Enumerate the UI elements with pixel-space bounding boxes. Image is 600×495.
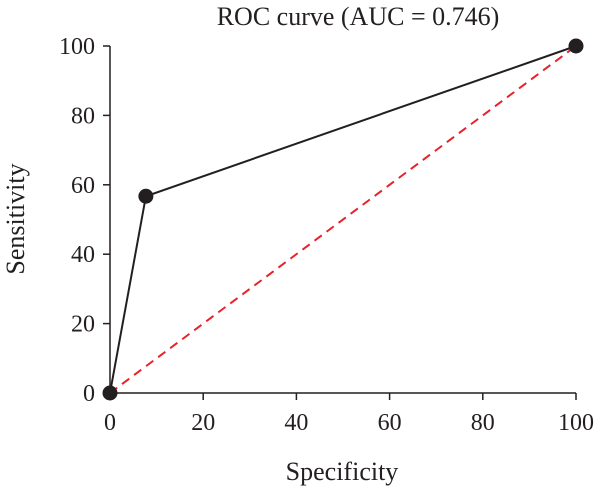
x-tick-label: 80 (471, 410, 495, 436)
x-tick-label: 0 (104, 410, 116, 436)
y-tick-label: 100 (59, 34, 95, 60)
x-tick-label: 40 (284, 410, 308, 436)
x-tick-label: 20 (191, 410, 215, 436)
ticks-layer: 0 20 40 60 80 100 0 20 40 60 80 100 (59, 34, 594, 436)
y-tick-label: 40 (71, 242, 95, 268)
roc-point-marker (138, 188, 154, 204)
y-axis-label: Sensitivity (1, 163, 30, 274)
series-layer (102, 38, 584, 401)
y-tick-label: 0 (83, 381, 95, 407)
y-tick-label: 60 (71, 173, 95, 199)
y-tick-label: 80 (71, 103, 95, 129)
x-tick-label: 100 (558, 410, 594, 436)
x-axis-label: Specificity (286, 457, 399, 486)
reference-diagonal-line (109, 45, 577, 394)
y-tick-label: 20 (71, 312, 95, 338)
roc-point-marker (568, 38, 584, 54)
axes (109, 46, 576, 394)
x-tick-label: 60 (378, 410, 402, 436)
chart-title: ROC curve (AUC = 0.746) (217, 2, 500, 31)
